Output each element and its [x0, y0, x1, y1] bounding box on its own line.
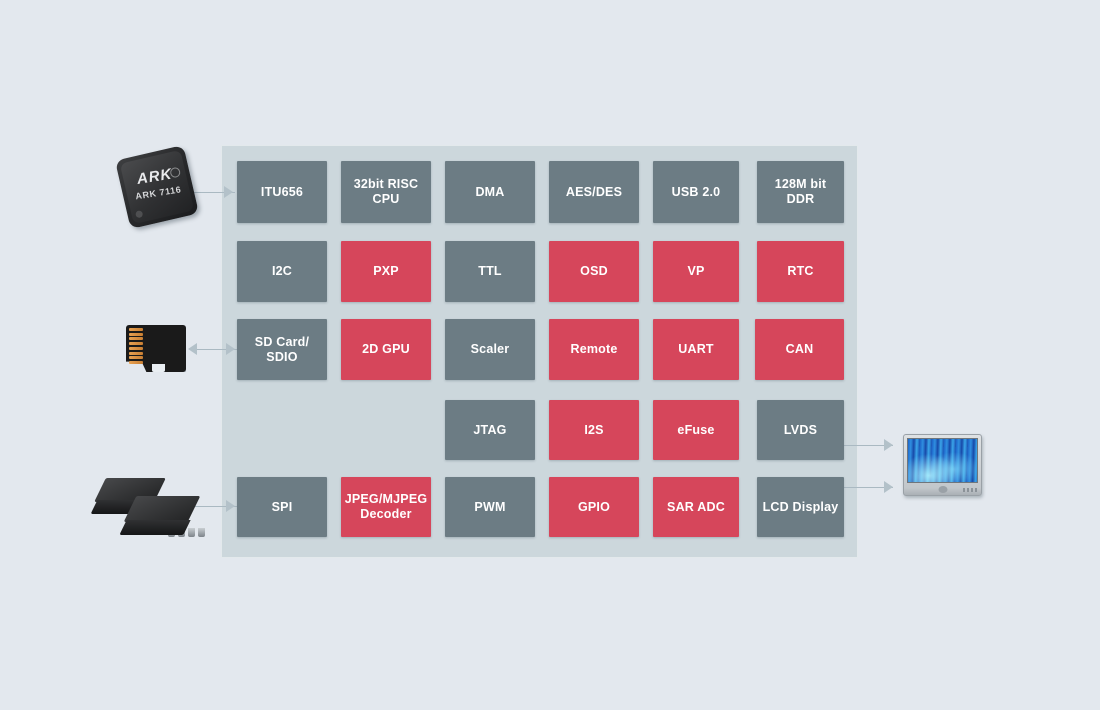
block-uart[interactable]: UART — [653, 319, 739, 380]
block-i2c[interactable]: I2C — [237, 241, 327, 302]
block-label: CAN — [785, 342, 814, 356]
block-lcd-display[interactable]: LCD Display — [757, 477, 844, 537]
connector-chip-to-itu656 — [193, 192, 235, 193]
block-label: PXP — [373, 264, 399, 278]
block-label: SAR ADC — [667, 499, 725, 514]
connector-lcd-to-monitor — [843, 487, 893, 488]
block-jpeg-mjpeg-decoder[interactable]: JPEG/MJPEG Decoder — [341, 477, 431, 537]
block-label: OSD — [580, 264, 608, 278]
arrow-head-soic-to-spi — [226, 500, 235, 512]
block-sar-adc[interactable]: SAR ADC — [653, 477, 739, 537]
connector-soic-to-spi — [190, 506, 237, 507]
block-32bit-risc-cpu[interactable]: 32bit RISC CPU — [341, 161, 431, 223]
soc-panel — [221, 145, 858, 558]
block-gpio[interactable]: GPIO — [549, 477, 639, 537]
block-pwm[interactable]: PWM — [445, 477, 535, 537]
monitor-screen — [907, 438, 978, 483]
connector-lvds-to-monitor — [843, 445, 893, 446]
block-label: LVDS — [783, 422, 818, 437]
block-label: 128M bit DDR — [774, 177, 827, 206]
block-label: USB 2.0 — [671, 184, 721, 199]
block-label: LCD Display — [762, 499, 839, 514]
arrow-head-chip-to-itu656 — [224, 186, 233, 198]
block-label: JPEG/MJPEG Decoder — [344, 492, 428, 521]
block-sd-card-sdio[interactable]: SD Card/SDIO — [237, 319, 327, 380]
arrow-head-sdcard-right — [226, 343, 235, 355]
block-128m-bit-ddr[interactable]: 128M bit DDR — [757, 161, 844, 223]
block-label: VP — [687, 264, 705, 278]
block-label: DMA — [475, 184, 505, 199]
block-itu656[interactable]: ITU656 — [237, 161, 327, 223]
block-label: TTL — [478, 264, 502, 278]
block-spi[interactable]: SPI — [237, 477, 327, 537]
block-pxp[interactable]: PXP — [341, 241, 431, 302]
block-usb-20[interactable]: USB 2.0 — [653, 161, 739, 223]
sd-card-contacts — [129, 328, 143, 364]
block-aes-des[interactable]: AES/DES — [549, 161, 639, 223]
block-label: eFuse — [677, 422, 715, 437]
block-jtag[interactable]: JTAG — [445, 400, 535, 460]
block-label: AES/DES — [565, 184, 623, 199]
block-can[interactable]: CAN — [755, 319, 844, 380]
block-ttl[interactable]: TTL — [445, 241, 535, 302]
block-efuse[interactable]: eFuse — [653, 400, 739, 460]
block-dma[interactable]: DMA — [445, 161, 535, 223]
block-label: PWM — [474, 499, 506, 514]
monitor-logo-icon — [938, 486, 947, 493]
sd-card-notch — [152, 364, 165, 372]
block-label: SD Card/SDIO — [254, 334, 310, 364]
block-i2s[interactable]: I2S — [549, 400, 639, 460]
monitor-indicator-leds — [963, 488, 977, 492]
block-label: ITU656 — [260, 184, 304, 199]
block-label: I2S — [584, 422, 604, 437]
block-scaler[interactable]: Scaler — [445, 319, 535, 380]
microsd-card-icon — [126, 325, 186, 372]
block-osd[interactable]: OSD — [549, 241, 639, 302]
soc-chip-icon: ARK ARK 7116 — [115, 145, 199, 229]
block-remote[interactable]: Remote — [549, 319, 639, 380]
block-label: I2C — [271, 264, 293, 278]
connector-sdcard-to-sdio — [192, 349, 237, 350]
block-lvds[interactable]: LVDS — [757, 400, 844, 460]
lcd-monitor-icon — [903, 434, 982, 496]
block-2d-gpu[interactable]: 2D GPU — [341, 319, 431, 380]
block-label: 32bit RISC CPU — [353, 177, 419, 206]
block-label: JTAG — [473, 422, 507, 437]
block-label: SPI — [271, 499, 293, 514]
arrow-head-sdcard-left — [188, 343, 197, 355]
block-label: Scaler — [470, 342, 510, 356]
soic-ic-icons — [90, 478, 208, 537]
block-label: GPIO — [577, 499, 611, 514]
arrow-head-lvds-to-monitor — [884, 439, 893, 451]
block-label: UART — [678, 342, 714, 356]
block-label: 2D GPU — [362, 342, 410, 356]
block-vp[interactable]: VP — [653, 241, 739, 302]
block-rtc[interactable]: RTC — [757, 241, 844, 302]
block-label: RTC — [787, 264, 814, 278]
arrow-head-lcd-to-monitor — [884, 481, 893, 493]
block-label: Remote — [570, 342, 618, 356]
